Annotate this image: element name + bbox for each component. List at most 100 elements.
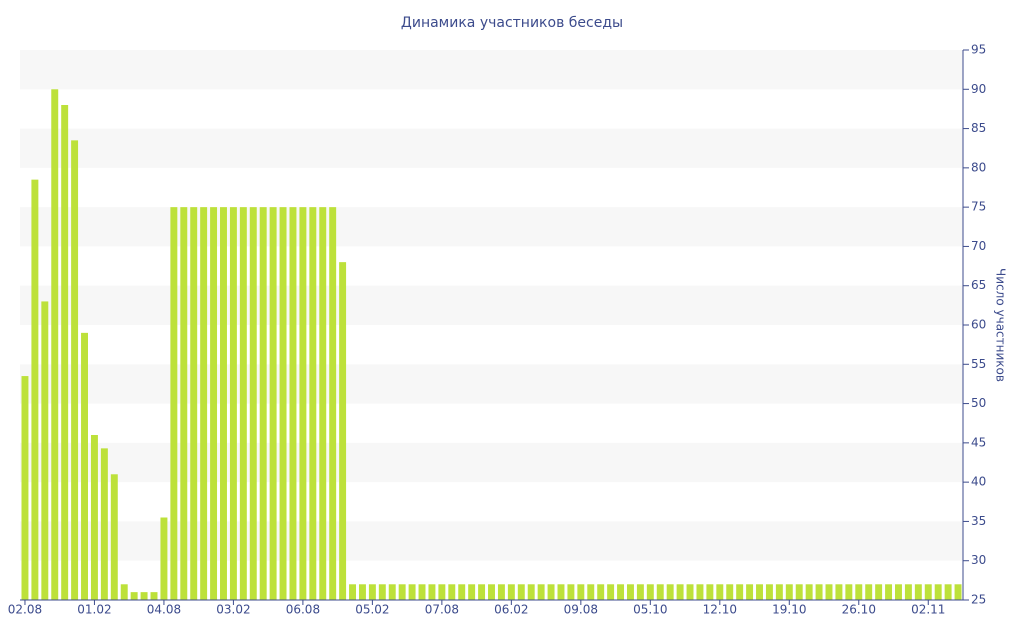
bar [805,584,813,600]
bar [358,584,366,600]
bar [815,584,823,600]
bar [895,584,902,600]
bar [706,584,714,600]
bar [547,584,555,600]
bar [31,179,39,600]
bar [686,584,694,600]
bar [785,584,793,600]
grid-band [20,128,963,168]
x-tick-label: 19.10 [772,603,806,617]
y-tick-label: 65 [971,278,986,292]
bar [676,584,684,600]
bar [507,584,515,600]
bar [636,584,644,600]
bar [597,584,605,600]
y-tick-label: 80 [971,160,986,174]
bar [885,584,893,600]
y-tick-label: 60 [971,318,986,332]
grid-band [20,364,963,404]
bar [418,584,426,600]
y-tick-label: 30 [971,553,986,567]
y-axis-label: Число участников [994,268,1008,382]
bar [160,517,168,600]
bar [626,584,634,600]
x-tick-label: 05.02 [355,603,389,617]
bar [517,584,525,600]
grid-band [20,285,963,325]
bar [41,301,49,600]
grid-band [20,50,963,90]
bar [904,584,912,600]
bar [190,207,198,600]
y-tick-label: 35 [971,514,986,528]
bar [299,207,307,600]
bar [398,584,406,600]
bar [428,584,436,600]
x-tick-label: 05.10 [633,603,667,617]
bar [71,140,79,600]
bar [269,207,277,600]
bar [339,262,347,600]
bar [388,584,396,600]
x-tick-label: 12.10 [703,603,737,617]
bar [944,584,952,600]
x-tick-label: 07.08 [425,603,459,617]
bar [468,584,476,600]
bar [408,584,416,600]
x-tick-label: 26.10 [842,603,876,617]
bar [458,584,466,600]
bar [924,584,932,600]
bar [170,207,178,600]
x-tick-label: 02.11 [911,603,945,617]
bar [825,584,833,600]
bar [656,584,664,600]
bar [756,584,763,600]
x-tick-label: 06.08 [286,603,320,617]
bar [349,584,357,600]
bar [765,584,773,600]
bar [855,584,863,600]
x-tick-label: 01.02 [77,603,111,617]
y-tick-label: 40 [971,475,986,489]
bar [130,592,138,600]
bar [607,584,615,600]
bar [795,584,803,600]
bar [934,584,942,600]
y-tick-label: 85 [971,121,986,135]
bar [200,207,208,600]
bar [646,584,654,600]
bar [666,584,674,600]
bar [120,584,128,600]
bar [81,332,88,600]
bar [527,584,535,600]
grid-band [20,207,963,247]
bar [746,584,754,600]
bar [180,207,188,600]
bar [835,584,843,600]
bar [726,584,734,600]
y-tick-label: 45 [971,435,986,449]
y-tick-label: 90 [971,82,986,96]
bar [617,584,625,600]
bar [220,207,227,600]
bar [229,207,237,600]
bar [438,584,446,600]
bar [875,584,883,600]
bar [587,584,595,600]
bar [289,207,297,600]
bar [954,584,962,600]
chart-title: Динамика участников беседы [401,15,623,31]
x-tick-label: 06.02 [494,603,528,617]
bar [110,474,118,600]
bar [249,207,257,600]
y-tick-label: 50 [971,396,986,410]
x-tick-label: 03.02 [216,603,250,617]
bar [696,584,704,600]
bar [557,584,565,600]
x-tick-label: 09.08 [564,603,598,617]
bar [259,207,267,600]
bar [865,584,873,600]
y-tick-label: 55 [971,357,986,371]
